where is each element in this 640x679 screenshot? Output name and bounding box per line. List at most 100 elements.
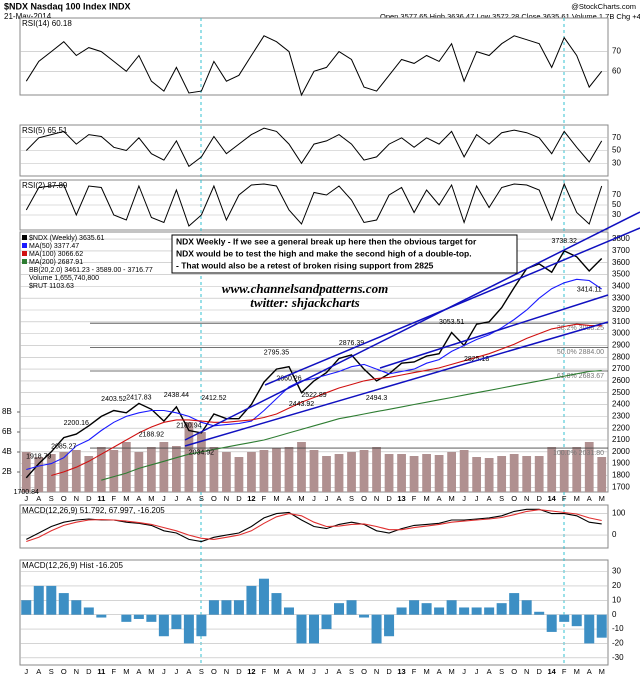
x-tick-label: D — [86, 667, 92, 676]
volume-bar — [597, 457, 607, 492]
volume-bar — [397, 454, 406, 492]
x-tick-label: A — [587, 667, 592, 676]
x-tick-label: 14 — [548, 667, 557, 676]
trendline — [184, 321, 609, 447]
x-tick-label: A — [437, 667, 442, 676]
x-tick-label: 11 — [97, 494, 105, 503]
x-tick-label: N — [74, 494, 79, 503]
source: @StockCharts.com — [571, 2, 636, 11]
volume-bar — [522, 456, 532, 492]
trendline — [379, 294, 609, 369]
y-tick-label: 3500 — [612, 270, 630, 279]
volume-bar — [572, 447, 582, 492]
bar — [221, 600, 232, 615]
x-tick-label: M — [448, 494, 454, 503]
volume-bar — [484, 458, 494, 492]
y-tick-label: 3400 — [612, 281, 630, 290]
x-tick-label: S — [199, 494, 204, 503]
x-tick-label: N — [524, 494, 529, 503]
x-tick-label: A — [587, 494, 592, 503]
legend-swatch — [22, 243, 27, 248]
volume-tick-label: 8B — [2, 407, 12, 416]
volume-tick-label: 2B — [2, 467, 12, 476]
x-tick-label: A — [136, 667, 141, 676]
bar — [296, 614, 307, 644]
bar — [371, 614, 382, 644]
y-tick-label: 70 — [612, 133, 621, 142]
y-tick-label: 1800 — [612, 471, 630, 480]
volume-bar — [434, 455, 444, 492]
volume-bar — [472, 457, 482, 492]
y-tick-label: 60 — [612, 66, 621, 75]
x-tick-label: J — [24, 667, 28, 676]
x-tick-label: F — [412, 667, 417, 676]
fib-label: 100.0% 2031.80 — [553, 450, 604, 457]
quote: Open 3577.65 High 3636.47 Low 3572.28 Cl… — [380, 12, 640, 21]
y-tick-label: 3000 — [612, 329, 630, 338]
volume-bar — [334, 454, 344, 492]
y-tick-label: 2400 — [612, 400, 630, 409]
x-tick-label: N — [224, 494, 229, 503]
series-line — [25, 35, 603, 97]
legend-entry: $NDX (Weekly) 3635.61 — [29, 235, 104, 242]
x-tick-label: J — [475, 494, 479, 503]
x-tick-label: J — [325, 667, 329, 676]
volume-bar — [409, 456, 419, 492]
volume-bar — [197, 432, 206, 492]
volume-bar — [259, 450, 269, 492]
y-tick-label: -30 — [612, 653, 624, 662]
volume-bar — [34, 457, 44, 492]
x-tick-label: M — [448, 667, 454, 676]
trendlines — [184, 211, 640, 447]
pivot-label: 2443.92 — [289, 401, 314, 408]
bar — [258, 578, 269, 615]
trendline — [184, 211, 640, 441]
y-tick-label: 70 — [612, 190, 621, 199]
bar — [509, 593, 520, 615]
bar — [471, 607, 482, 615]
x-tick-label: J — [325, 494, 329, 503]
x-tick-label: 11 — [97, 667, 105, 676]
y-tick-label: 2300 — [612, 411, 630, 420]
series-line — [25, 127, 603, 168]
y-tick-label: 50 — [612, 146, 621, 155]
legend-entry: Volume 1,655,740,800 — [29, 275, 99, 282]
volume-bar — [96, 447, 106, 492]
x-tick-label: S — [349, 494, 354, 503]
bar — [271, 593, 282, 615]
bar — [459, 607, 470, 615]
bar — [434, 607, 445, 615]
panel-title: RSI(2) 87.89 — [22, 181, 68, 190]
volume-bar — [359, 450, 369, 492]
x-tick-label: J — [175, 667, 179, 676]
bar — [521, 600, 532, 615]
bar — [121, 614, 132, 622]
annotation: NDX would be to test the high and make t… — [176, 248, 472, 258]
y-tick-label: 70 — [612, 47, 621, 56]
y-tick-label: 0 — [612, 530, 617, 539]
x-tick-label: A — [286, 667, 291, 676]
volume-bar — [309, 450, 319, 492]
y-tick-label: -20 — [612, 639, 624, 648]
bar — [484, 607, 495, 615]
pivot-label: 2180.94 — [176, 422, 201, 429]
bar — [96, 614, 107, 618]
y-tick-label: 1700 — [612, 482, 630, 491]
x-tick-label: S — [349, 667, 354, 676]
volume-bar — [146, 447, 156, 492]
volume-bar — [509, 454, 519, 492]
x-tick-label: M — [574, 494, 580, 503]
x-tick-label: A — [36, 667, 41, 676]
x-tick-label: J — [312, 667, 316, 676]
volume-tick-label: 6B — [2, 427, 12, 436]
fib-label: 38.2% 3088.25 — [557, 325, 604, 332]
y-tick-label: 2200 — [612, 423, 630, 432]
y-tick-label: 3100 — [612, 317, 630, 326]
x-tick-label: S — [49, 494, 54, 503]
symbol: $NDX Nasdaq 100 Index INDX — [4, 1, 131, 11]
volume-bar — [159, 442, 169, 492]
pivot-label: 2795.35 — [264, 350, 289, 357]
x-tick-label: N — [74, 667, 79, 676]
x-tick-label: O — [361, 494, 367, 503]
